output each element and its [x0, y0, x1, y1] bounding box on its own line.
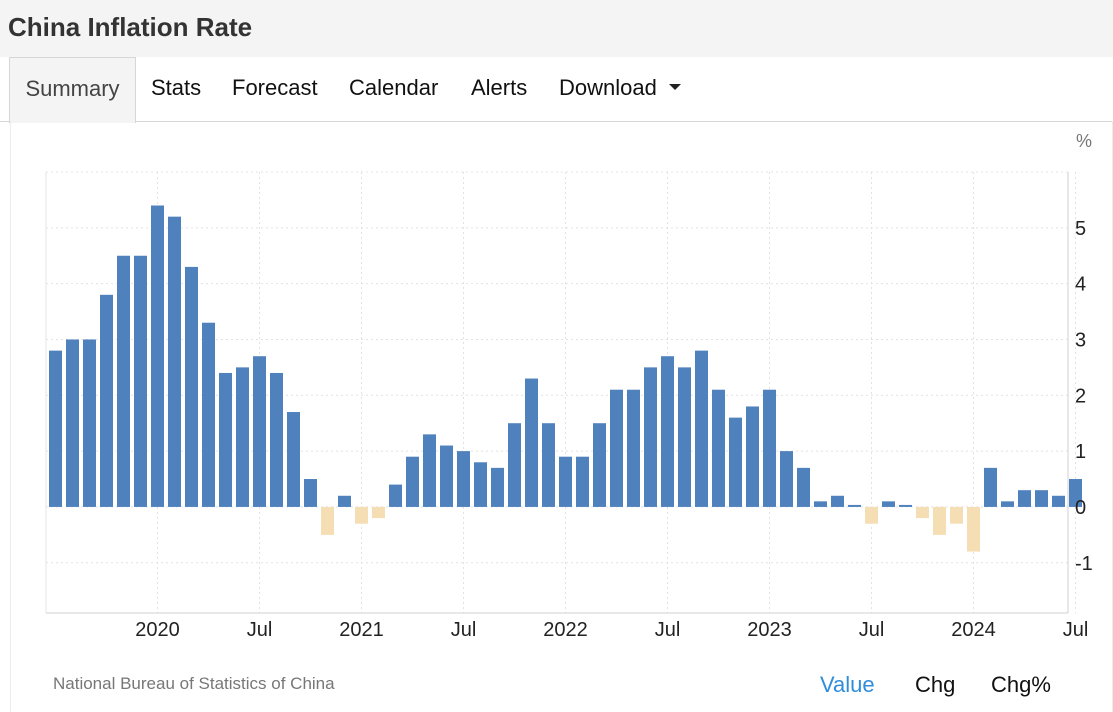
bar-2021-02[interactable] — [372, 506, 385, 519]
x-tick-label: Jul — [451, 619, 477, 641]
bar-2019-10[interactable] — [100, 294, 113, 507]
bar-2019-11[interactable] — [117, 255, 130, 507]
bar-2023-11[interactable] — [933, 506, 946, 535]
bar-2023-07[interactable] — [865, 506, 878, 524]
y-tick-label: -1 — [1075, 553, 1093, 575]
bar-2021-11[interactable] — [525, 378, 538, 507]
bar-2021-09[interactable] — [491, 467, 504, 507]
bar-2021-07[interactable] — [457, 451, 470, 507]
x-tick-label: 2021 — [339, 619, 384, 641]
tab-summary[interactable]: Summary — [9, 57, 136, 123]
bar-2021-03[interactable] — [389, 484, 402, 507]
bar-2023-05[interactable] — [831, 495, 844, 507]
y-tick-label: 3 — [1075, 329, 1086, 351]
bar-2024-04[interactable] — [1018, 490, 1031, 507]
tab-forecast[interactable]: Forecast — [232, 75, 318, 100]
x-tick-label: 2024 — [951, 619, 996, 641]
bar-2022-09[interactable] — [695, 350, 708, 507]
unit-label: % — [1076, 131, 1092, 151]
bar-2020-09[interactable] — [287, 412, 300, 507]
bar-2020-12[interactable] — [338, 495, 351, 507]
bar-2019-07[interactable] — [49, 350, 62, 507]
bar-series — [49, 205, 1082, 552]
x-tick-label: 2022 — [543, 619, 588, 641]
bar-2024-07[interactable] — [1069, 479, 1082, 507]
bar-2019-08[interactable] — [66, 339, 79, 507]
bar-2020-06[interactable] — [236, 367, 249, 507]
tab-download[interactable]: Download — [559, 57, 681, 121]
bar-2023-04[interactable] — [814, 501, 827, 507]
grid-lines — [46, 171, 1076, 613]
tab-alerts[interactable]: Alerts — [471, 75, 528, 100]
chg-percent-toggle[interactable]: Chg% — [991, 672, 1051, 697]
bar-2023-06[interactable] — [848, 504, 861, 507]
x-tick-label: 2020 — [135, 619, 180, 641]
bar-2023-03[interactable] — [797, 467, 810, 507]
bar-2020-08[interactable] — [270, 372, 283, 507]
bar-2021-10[interactable] — [508, 423, 521, 507]
bar-2022-01[interactable] — [559, 456, 572, 507]
bar-2020-10[interactable] — [304, 479, 317, 507]
bar-2022-12[interactable] — [746, 406, 759, 507]
bar-2019-09[interactable] — [83, 339, 96, 507]
tab-bar: Summary Stats Forecast Calendar Alerts D… — [0, 57, 1113, 123]
x-tick-label: Jul — [1063, 619, 1089, 641]
bar-2024-02[interactable] — [984, 467, 997, 507]
bar-2022-11[interactable] — [729, 417, 742, 507]
bar-2022-07[interactable] — [661, 356, 674, 507]
bar-2023-09[interactable] — [899, 504, 912, 507]
bar-2020-05[interactable] — [219, 372, 232, 507]
y-tick-label: 0 — [1075, 497, 1086, 519]
bar-2021-01[interactable] — [355, 506, 368, 524]
bar-2020-11[interactable] — [321, 506, 334, 535]
bar-2024-05[interactable] — [1035, 490, 1048, 507]
axes: -1 0 1 2 3 4 5 2020 Jul 2021 Jul 2022 Jul 2023 Jul 2024… — [45, 172, 1093, 641]
x-tick-label: Jul — [655, 619, 681, 641]
bar-2024-06[interactable] — [1052, 495, 1065, 507]
caret-down-icon — [668, 84, 681, 91]
title-bar: China Inflation Rate — [0, 0, 1113, 58]
bar-2022-05[interactable] — [627, 389, 640, 507]
bar-2024-03[interactable] — [1001, 501, 1014, 507]
x-tick-label: Jul — [859, 619, 885, 641]
bar-2023-10[interactable] — [916, 506, 929, 519]
bar-2022-03[interactable] — [593, 423, 606, 507]
bar-2024-01[interactable] — [967, 506, 980, 552]
bar-2021-06[interactable] — [440, 445, 453, 507]
x-tick-label: 2023 — [747, 619, 792, 641]
bar-2020-03[interactable] — [185, 266, 198, 507]
y-tick-label: 4 — [1075, 274, 1086, 296]
bar-2021-05[interactable] — [423, 434, 436, 507]
bar-2020-07[interactable] — [253, 356, 266, 507]
bar-2023-01[interactable] — [763, 389, 776, 507]
y-tick-label: 1 — [1075, 441, 1086, 463]
tab-stats[interactable]: Stats — [151, 75, 202, 100]
bar-2022-08[interactable] — [678, 367, 691, 507]
bar-2020-04[interactable] — [202, 322, 215, 507]
bar-2022-06[interactable] — [644, 367, 657, 507]
tab-calendar[interactable]: Calendar — [349, 75, 439, 100]
x-tick-label: Jul — [247, 619, 273, 641]
bar-2021-12[interactable] — [542, 423, 555, 507]
tab-download-label: Download — [559, 75, 657, 100]
value-toggle[interactable]: Value — [820, 672, 875, 697]
bar-2021-08[interactable] — [474, 462, 487, 507]
bar-2022-02[interactable] — [576, 456, 589, 507]
y-tick-label: 2 — [1075, 385, 1086, 407]
bar-2022-04[interactable] — [610, 389, 623, 507]
y-tick-label: 5 — [1075, 218, 1086, 240]
chg-toggle[interactable]: Chg — [915, 672, 956, 697]
page-title: China Inflation Rate — [8, 12, 253, 42]
source-label: National Bureau of Statistics of China — [53, 674, 335, 693]
bar-2023-02[interactable] — [780, 451, 793, 507]
bar-2021-04[interactable] — [406, 456, 419, 507]
bar-2020-01[interactable] — [151, 205, 164, 507]
bar-2022-10[interactable] — [712, 389, 725, 507]
bar-2019-12[interactable] — [134, 255, 147, 507]
bar-2023-12[interactable] — [950, 506, 963, 524]
bar-2020-02[interactable] — [168, 216, 181, 507]
bar-2023-08[interactable] — [882, 501, 895, 507]
